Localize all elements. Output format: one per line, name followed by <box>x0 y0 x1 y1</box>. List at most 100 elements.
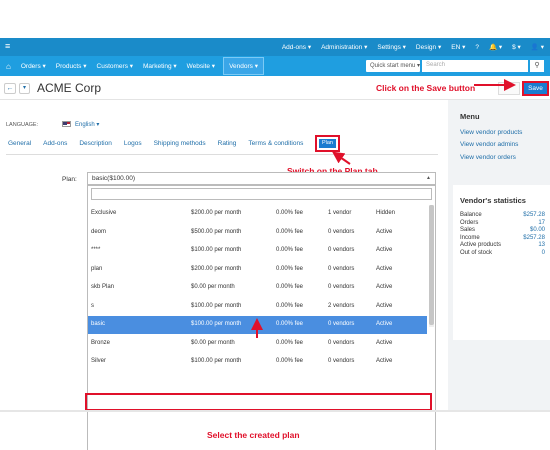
tab-logos[interactable]: Logos <box>123 140 142 147</box>
extra-actions-button[interactable] <box>498 82 520 95</box>
vendor-edit-form: LANGUAGE: English ▾ General Add-ons Desc… <box>0 100 448 450</box>
plan-option-row[interactable]: **** $100.00 per month 0.00% fee 0 vendors A… <box>88 242 427 260</box>
stat-row: Out of stock 0 <box>460 250 545 256</box>
nav-orders[interactable]: Orders ▾ <box>20 63 46 70</box>
plan-option-name: plan <box>91 265 103 272</box>
plan-option-vendors: 0 vendors <box>328 284 355 290</box>
plan-tab-highlight: Plan <box>315 135 340 152</box>
plan-option-row[interactable]: Bronze $0.00 per month 0.00% fee 0 vendors A… <box>88 335 427 353</box>
plan-dropdown: Exclusive $200.00 per month 0.00% fee 1 ven… <box>87 185 436 450</box>
search-input[interactable]: Search <box>422 60 528 72</box>
plan-option-status: Active <box>376 358 393 364</box>
plan-option-fee: 0.00% fee <box>276 247 304 253</box>
plan-option-vendors: 0 vendors <box>328 339 355 346</box>
stat-label: Active products <box>460 242 502 249</box>
plan-option-fee: 0.00% fee <box>276 265 304 272</box>
tab-shipping-methods[interactable]: Shipping methods <box>153 140 206 147</box>
plan-option-price: $0.00 per month <box>191 339 235 346</box>
tab-description[interactable]: Description <box>79 140 112 147</box>
tab-addons[interactable]: Add-ons <box>43 140 68 147</box>
bell-icon[interactable]: 🔔 ▾ <box>488 44 503 51</box>
tab-general[interactable]: General <box>8 140 32 147</box>
administration-menu[interactable]: Administration ▾ <box>321 44 368 51</box>
plan-option-status: Active <box>376 265 393 272</box>
plan-option-vendors: 0 vendors <box>328 247 355 253</box>
vendor-tabs: General Add-ons Description Logos Shippi… <box>8 140 315 147</box>
stat-label: Income <box>460 234 480 241</box>
plan-option-name: Silver <box>91 358 107 364</box>
plan-option-price: $100.00 per month <box>191 302 242 309</box>
page-title: ACME Corp <box>37 81 102 95</box>
view-vendor-admins-link[interactable]: View vendor admins <box>460 141 519 148</box>
stat-value: $257.28 <box>523 212 545 218</box>
plan-option-row[interactable]: deom $500.00 per month 0.00% fee 0 vendors A… <box>88 224 427 242</box>
chevron-up-icon: ▲ <box>426 175 431 181</box>
dropdown-scrollbar-thumb[interactable] <box>429 205 434 325</box>
vendor-stats-title: Vendor's statistics <box>460 196 526 205</box>
plan-option-row[interactable]: basic $100.00 per month 0.00% fee 0 vendors… <box>88 316 427 334</box>
tab-plan[interactable]: Plan <box>319 139 336 148</box>
nav-products[interactable]: Products ▾ <box>55 63 87 70</box>
home-icon[interactable]: ⌂ <box>6 61 11 71</box>
stat-value: 17 <box>538 219 545 226</box>
plan-option-fee: 0.00% fee <box>276 284 304 290</box>
language-menu[interactable]: EN ▾ <box>451 44 466 51</box>
nav-website[interactable]: Website ▾ <box>186 63 216 70</box>
plan-option-row[interactable]: Silver $100.00 per month 0.00% fee 0 vendor… <box>88 353 427 371</box>
currency-menu[interactable]: $ ▾ <box>512 44 521 51</box>
nav-customers[interactable]: Customers ▾ <box>96 63 134 70</box>
admin-topbar: ≡ Add-ons ▾ Administration ▾ Settings ▾ … <box>0 38 550 56</box>
stat-value: $0.00 <box>529 227 545 234</box>
plan-label: Plan: <box>62 176 77 183</box>
design-menu[interactable]: Design ▾ <box>415 44 442 51</box>
plan-option-status: Active <box>376 302 393 309</box>
plan-option-fee: 0.00% fee <box>276 228 304 235</box>
help-icon[interactable]: ? <box>475 43 479 51</box>
plan-select[interactable]: basic($100.00) ▲ <box>87 172 436 185</box>
plan-option-price: $200.00 per month <box>191 265 242 272</box>
plan-option-vendors: 0 vendors <box>328 321 355 327</box>
nav-marketing[interactable]: Marketing ▾ <box>143 63 177 70</box>
plan-select-value: basic($100.00) <box>92 175 135 182</box>
main-nav: ⌂ Orders ▾ Products ▾ Customers ▾ Market… <box>0 56 550 76</box>
back-arrow-icon[interactable]: ← <box>4 83 16 94</box>
stat-label: Out of stock <box>460 250 493 256</box>
plan-option-status: Active <box>376 228 393 235</box>
stat-value: 13 <box>538 242 545 249</box>
stat-row: Income $257.28 <box>460 235 545 241</box>
stat-row: Sales $0.00 <box>460 227 545 233</box>
view-vendor-products-link[interactable]: View vendor products <box>460 129 523 136</box>
quick-start-menu[interactable]: Quick start menu ▾ <box>366 60 420 72</box>
settings-menu[interactable]: Settings ▾ <box>377 44 406 51</box>
plan-option-row[interactable]: s $100.00 per month 0.00% fee 2 vendors Acti… <box>88 298 427 316</box>
addons-menu[interactable]: Add-ons ▾ <box>281 44 312 51</box>
plan-option-price: $100.00 per month <box>191 321 242 327</box>
plan-option-price: $100.00 per month <box>191 247 242 253</box>
vendor-stats-panel <box>453 185 550 340</box>
tab-rating[interactable]: Rating <box>217 140 237 147</box>
plan-search-input[interactable] <box>91 188 432 200</box>
plan-option-vendors: 2 vendors <box>328 302 355 309</box>
save-button[interactable]: Save <box>522 81 549 96</box>
view-vendor-orders-link[interactable]: View vendor orders <box>460 154 516 161</box>
language-select[interactable]: English ▾ <box>75 122 100 128</box>
plan-option-name: s <box>91 302 94 309</box>
tab-terms-conditions[interactable]: Terms & conditions <box>248 140 304 147</box>
hamburger-icon[interactable]: ≡ <box>5 41 11 51</box>
stat-value: 0 <box>541 250 545 256</box>
plan-option-status: Active <box>376 321 393 327</box>
stat-value: $257.28 <box>523 234 545 241</box>
search-icon[interactable]: ⚲ <box>530 60 544 72</box>
nav-vendors[interactable]: Vendors ▾ <box>223 57 264 75</box>
plan-tab-hint-annotation: Switch on the Plan tab <box>287 166 378 176</box>
chevron-down-icon[interactable]: ▾ <box>19 83 30 94</box>
plan-option-fee: 0.00% fee <box>276 339 304 346</box>
plan-option-fee: 0.00% fee <box>276 321 304 327</box>
plan-option-row[interactable]: plan $200.00 per month 0.00% fee 0 vendors A… <box>88 261 427 279</box>
user-icon[interactable]: 👤 ▾ <box>530 44 544 51</box>
plan-option-row[interactable]: Exclusive $200.00 per month 0.00% fee 1 ven… <box>88 205 427 223</box>
us-flag-icon <box>62 121 71 127</box>
plan-option-vendors: 0 vendors <box>328 265 355 272</box>
plan-option-name: skb Plan <box>91 284 115 290</box>
plan-option-row[interactable]: skb Plan $0.00 per month 0.00% fee 0 vendor… <box>88 279 427 297</box>
